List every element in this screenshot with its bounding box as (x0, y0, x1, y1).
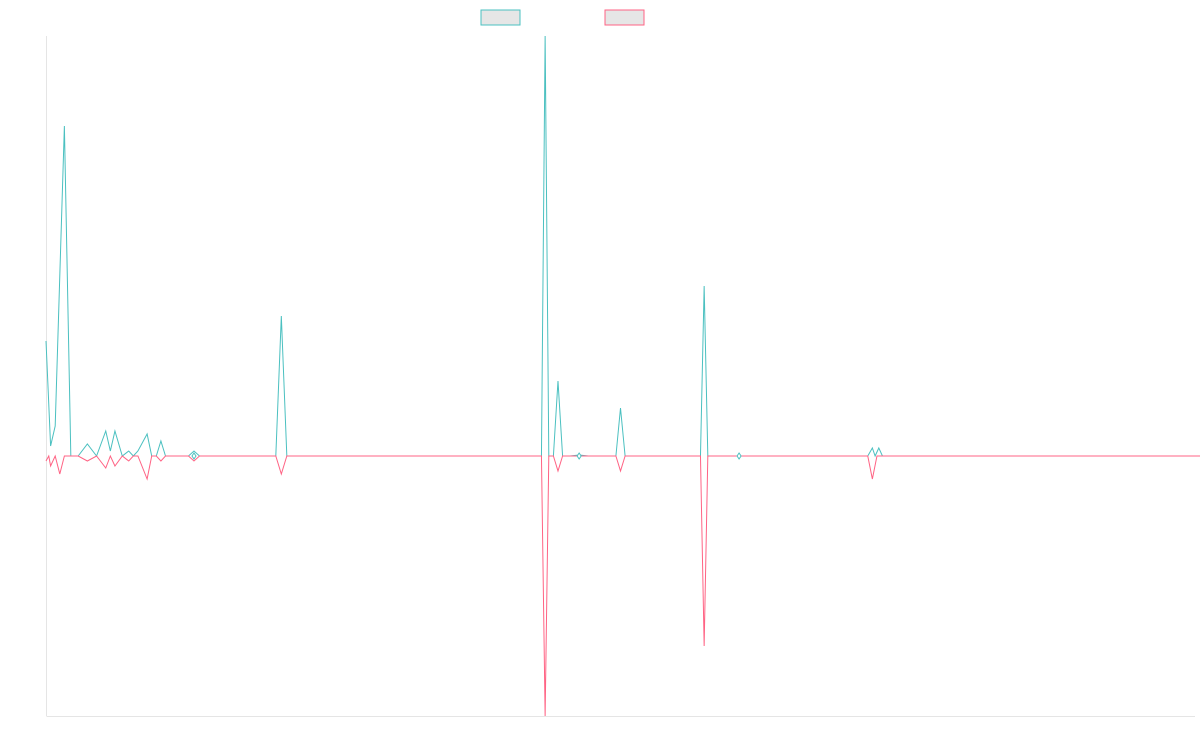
series-layer (45, 35, 1200, 717)
data-point-marker (576, 452, 582, 460)
data-point-marker (191, 452, 197, 460)
series-line-a (45, 35, 1200, 458)
legend-swatch-series-b[interactable] (604, 9, 645, 26)
legend (480, 9, 645, 26)
legend-swatch-series-a[interactable] (480, 9, 521, 26)
data-point-marker (736, 452, 742, 460)
series-line-b (45, 454, 1200, 717)
